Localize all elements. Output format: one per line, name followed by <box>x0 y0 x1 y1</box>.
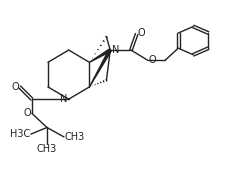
Text: O: O <box>11 82 19 92</box>
Text: O: O <box>148 55 156 65</box>
Text: CH3: CH3 <box>65 132 85 142</box>
Text: N: N <box>111 45 118 55</box>
Text: N: N <box>59 94 67 104</box>
Polygon shape <box>89 49 111 87</box>
Text: O: O <box>23 108 31 118</box>
Text: H3C: H3C <box>10 129 30 139</box>
Text: CH3: CH3 <box>37 144 57 155</box>
Text: O: O <box>137 28 145 38</box>
Polygon shape <box>89 49 110 62</box>
